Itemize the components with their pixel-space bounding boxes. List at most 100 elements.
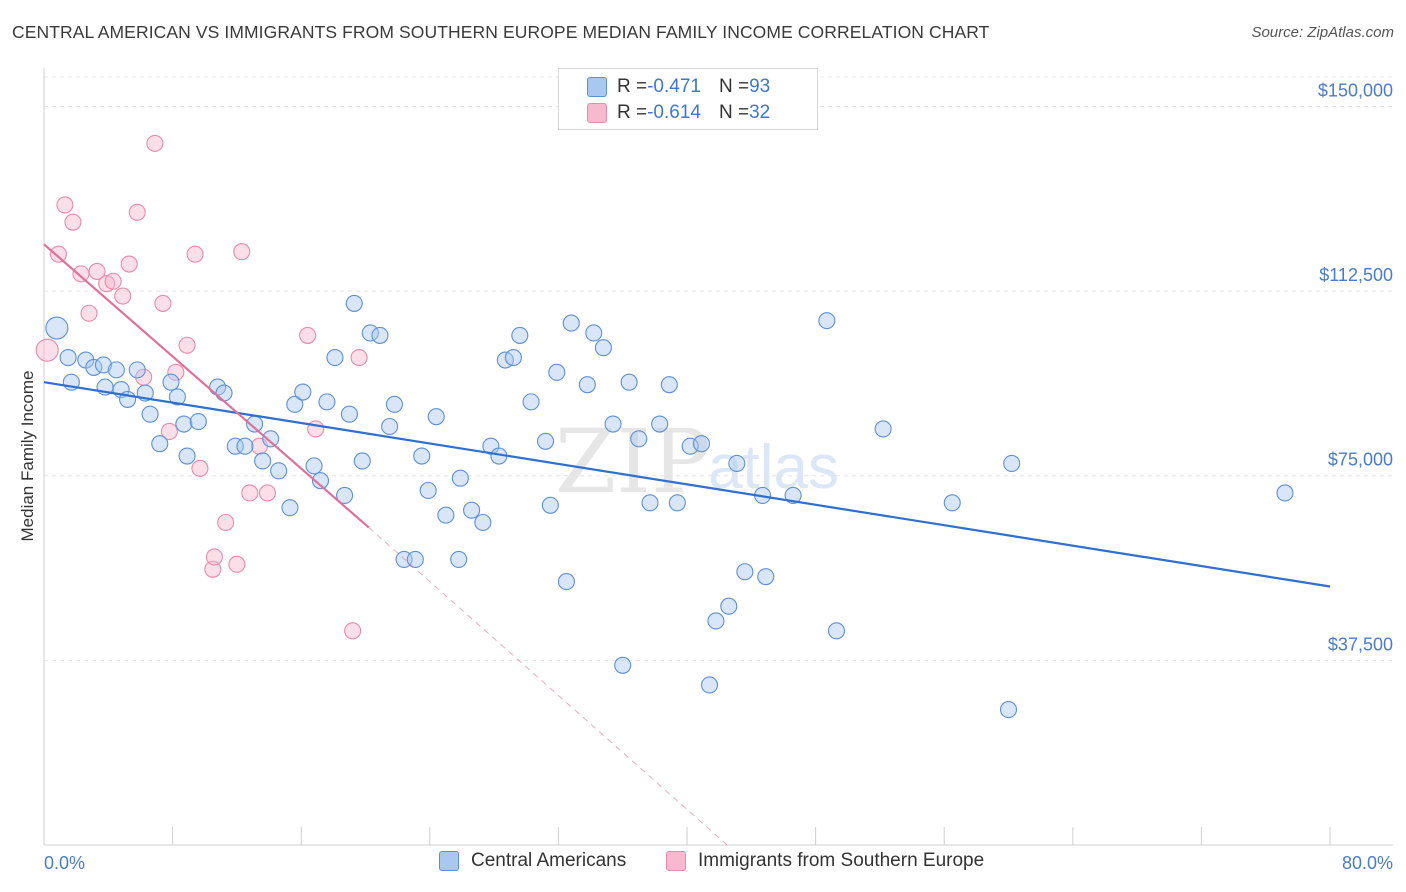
data-point [463,501,481,519]
data-point [107,361,125,379]
legend-label: Central Americans [471,850,627,871]
legend-n-label: N = [718,102,750,123]
data-point [406,550,424,568]
data-point [154,294,172,312]
data-point [254,452,272,470]
data-point [707,612,725,630]
data-point [660,376,678,394]
data-point [49,245,68,263]
data-point [56,196,74,214]
legend-item-southern-europe: Immigrants from Southern Europe [666,850,984,872]
data-point [141,405,159,423]
data-point [594,339,612,357]
data-point [114,287,132,305]
data-point [641,494,659,512]
data-point [228,555,246,573]
data-point [215,384,233,402]
data-point [578,376,596,394]
data-point [943,494,961,512]
data-point [258,484,276,502]
data-point [1276,484,1294,502]
data-point [614,656,632,674]
data-point [451,469,469,487]
data-point [651,415,669,433]
data-point [728,454,746,472]
axes [43,68,1393,846]
data-point [151,435,169,453]
y-tick-labels: $37,500 $75,000 $112,500 $150,000 [1318,80,1393,654]
data-point [511,326,529,344]
watermark-zip: ZIP [555,410,710,513]
data-point [226,437,244,455]
data-point [286,395,304,413]
data-point [585,324,603,342]
series-southern-europe-points [35,134,368,640]
legend-n-value: 93 [749,76,771,97]
data-point [294,383,312,401]
legend-swatch-pink [587,103,607,123]
data-point [205,548,223,566]
data-point [128,203,146,221]
data-point [236,437,254,455]
legend-r-value: -0.471 [647,76,701,97]
data-point [350,349,368,367]
data-point [874,420,892,438]
data-point [85,358,103,376]
series-legend: Central Americans Immigrants from Southe… [0,850,1406,878]
data-point [167,363,185,381]
data-point [353,452,371,470]
legend-swatch-blue [439,851,459,871]
trend-line-southern-europe [43,243,370,529]
data-point [419,481,437,500]
trend-extension-southern-europe [368,527,728,846]
data-point [204,560,222,578]
data-point [168,388,186,406]
data-point [72,265,90,283]
source-credit: Source: ZipAtlas.com [1251,24,1394,41]
legend-row-southern-europe: R = -0.614 N = 32 [587,100,770,126]
data-point [413,447,431,465]
watermark: ZIP atlas [555,410,839,513]
data-point [104,272,122,290]
trend-line-central-americans [43,381,1331,588]
data-point [784,486,802,504]
y-tick-label: $75,000 [1328,450,1393,470]
data-point [160,422,178,440]
y-axis-title: Median Family Income [18,370,37,541]
data-point [178,336,196,354]
data-point [692,435,711,453]
data-point [175,415,193,433]
data-point [128,361,146,379]
series-central-americans-points [45,294,1294,719]
trend-lines [43,243,1331,846]
data-point [94,356,113,374]
data-point [361,324,379,342]
data-point [189,413,207,431]
data-point [299,326,317,344]
data-point [59,349,77,367]
data-point [217,513,235,532]
data-point [345,294,363,312]
data-point [80,304,98,322]
data-point [620,373,638,391]
data-point [536,432,555,450]
data-point [1003,454,1021,472]
data-point [178,447,196,465]
data-point [681,437,699,455]
data-point [604,415,622,433]
data-point [336,486,354,504]
data-point [827,622,846,640]
x-tick-label-min: 0.0% [44,853,85,873]
data-point [562,314,580,332]
data-point [474,513,492,532]
data-point [64,213,82,231]
data-point [281,499,299,517]
data-point [162,373,180,391]
data-point [999,701,1018,719]
data-point [241,484,259,502]
data-point [548,363,566,381]
data-point [311,472,330,490]
legend-r-label: R = [617,76,648,97]
legend-n-value: 32 [749,102,771,123]
